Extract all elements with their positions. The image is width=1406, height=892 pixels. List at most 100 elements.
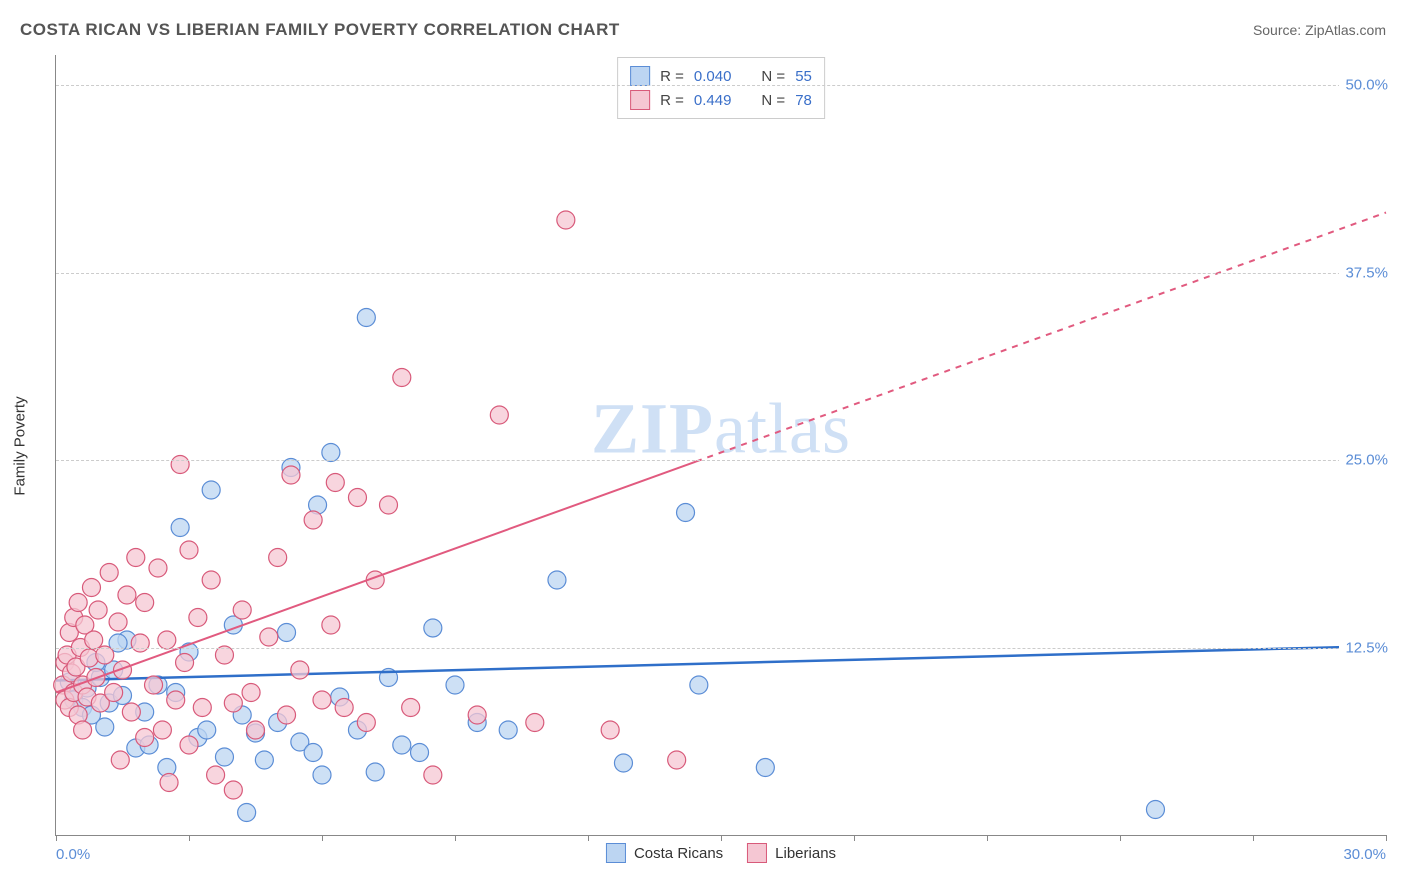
scatter-point — [313, 691, 331, 709]
scatter-point — [118, 586, 136, 604]
scatter-point — [322, 616, 340, 634]
r-label-0: R = — [660, 68, 684, 85]
scatter-point — [153, 721, 171, 739]
scatter-point — [380, 496, 398, 514]
scatter-point — [348, 489, 366, 507]
scatter-point — [149, 559, 167, 577]
scatter-point — [127, 549, 145, 567]
legend-label-0: Costa Ricans — [634, 845, 723, 862]
scatter-point — [548, 571, 566, 589]
plot-area: ZIPatlas R = 0.040 N = 55 R = 0.449 N = … — [55, 55, 1386, 836]
source-label: Source: — [1253, 22, 1301, 38]
y-tick-label: 12.5% — [1339, 639, 1388, 656]
source-value: ZipAtlas.com — [1305, 22, 1386, 38]
legend-stats: R = 0.040 N = 55 R = 0.449 N = 78 — [617, 57, 825, 119]
scatter-point — [260, 628, 278, 646]
r-label-1: R = — [660, 92, 684, 109]
gridline-h — [56, 85, 1386, 86]
scatter-point — [69, 594, 87, 612]
scatter-point — [85, 631, 103, 649]
scatter-point — [198, 721, 216, 739]
scatter-point — [89, 601, 107, 619]
x-tick — [189, 835, 190, 841]
scatter-point — [393, 736, 411, 754]
scatter-point — [215, 748, 233, 766]
scatter-point — [393, 369, 411, 387]
scatter-point — [278, 706, 296, 724]
legend-swatch-0 — [630, 66, 650, 86]
scatter-point — [614, 754, 632, 772]
x-tick — [987, 835, 988, 841]
scatter-point — [269, 549, 287, 567]
scatter-point — [238, 804, 256, 822]
scatter-point — [411, 744, 429, 762]
scatter-point — [291, 661, 309, 679]
r-value-0: 0.040 — [694, 68, 732, 85]
x-tick — [1386, 835, 1387, 841]
scatter-point — [158, 631, 176, 649]
scatter-point — [215, 646, 233, 664]
r-value-1: 0.449 — [694, 92, 732, 109]
scatter-point — [304, 744, 322, 762]
legend-item-0: Costa Ricans — [606, 843, 723, 863]
x-tick — [455, 835, 456, 841]
scatter-point — [176, 654, 194, 672]
scatter-point — [224, 694, 242, 712]
scatter-point — [335, 699, 353, 717]
scatter-point — [499, 721, 517, 739]
title-bar: COSTA RICAN VS LIBERIAN FAMILY POVERTY C… — [20, 20, 1386, 40]
x-tick — [56, 835, 57, 841]
scatter-point — [202, 571, 220, 589]
scatter-point — [282, 466, 300, 484]
legend-swatch-1 — [630, 90, 650, 110]
scatter-point — [136, 729, 154, 747]
scatter-point — [366, 763, 384, 781]
scatter-point — [131, 634, 149, 652]
scatter-point — [167, 691, 185, 709]
scatter-point — [100, 564, 118, 582]
x-tick — [322, 835, 323, 841]
source-attribution: Source: ZipAtlas.com — [1253, 22, 1386, 38]
scatter-point — [526, 714, 544, 732]
trend-line — [56, 646, 1386, 681]
legend-bottom-swatch-1 — [747, 843, 767, 863]
scatter-point — [189, 609, 207, 627]
scatter-point — [322, 444, 340, 462]
scatter-point — [224, 781, 242, 799]
y-tick-label: 25.0% — [1339, 452, 1388, 469]
gridline-h — [56, 460, 1386, 461]
scatter-point — [690, 676, 708, 694]
scatter-point — [242, 684, 260, 702]
trend-line-dashed — [696, 213, 1386, 462]
scatter-point — [207, 766, 225, 784]
y-tick-label: 37.5% — [1339, 264, 1388, 281]
n-value-1: 78 — [795, 92, 812, 109]
legend-item-1: Liberians — [747, 843, 836, 863]
scatter-point — [357, 309, 375, 327]
x-tick-label-last: 30.0% — [1343, 846, 1386, 863]
scatter-point — [756, 759, 774, 777]
scatter-point — [402, 699, 420, 717]
scatter-point — [80, 649, 98, 667]
gridline-h — [56, 648, 1386, 649]
scatter-point — [82, 579, 100, 597]
scatter-point — [180, 541, 198, 559]
scatter-point — [105, 684, 123, 702]
scatter-point — [247, 721, 265, 739]
scatter-point — [109, 613, 127, 631]
scatter-point — [424, 766, 442, 784]
x-tick — [854, 835, 855, 841]
scatter-point — [677, 504, 695, 522]
scatter-point — [160, 774, 178, 792]
y-axis-label: Family Poverty — [12, 396, 29, 495]
legend-bottom-swatch-0 — [606, 843, 626, 863]
scatter-point — [668, 751, 686, 769]
scatter-point — [111, 751, 129, 769]
scatter-point — [304, 511, 322, 529]
scatter-point — [202, 481, 220, 499]
scatter-point — [490, 406, 508, 424]
legend-label-1: Liberians — [775, 845, 836, 862]
gridline-h — [56, 273, 1386, 274]
scatter-point — [313, 766, 331, 784]
trend-line — [56, 462, 696, 693]
